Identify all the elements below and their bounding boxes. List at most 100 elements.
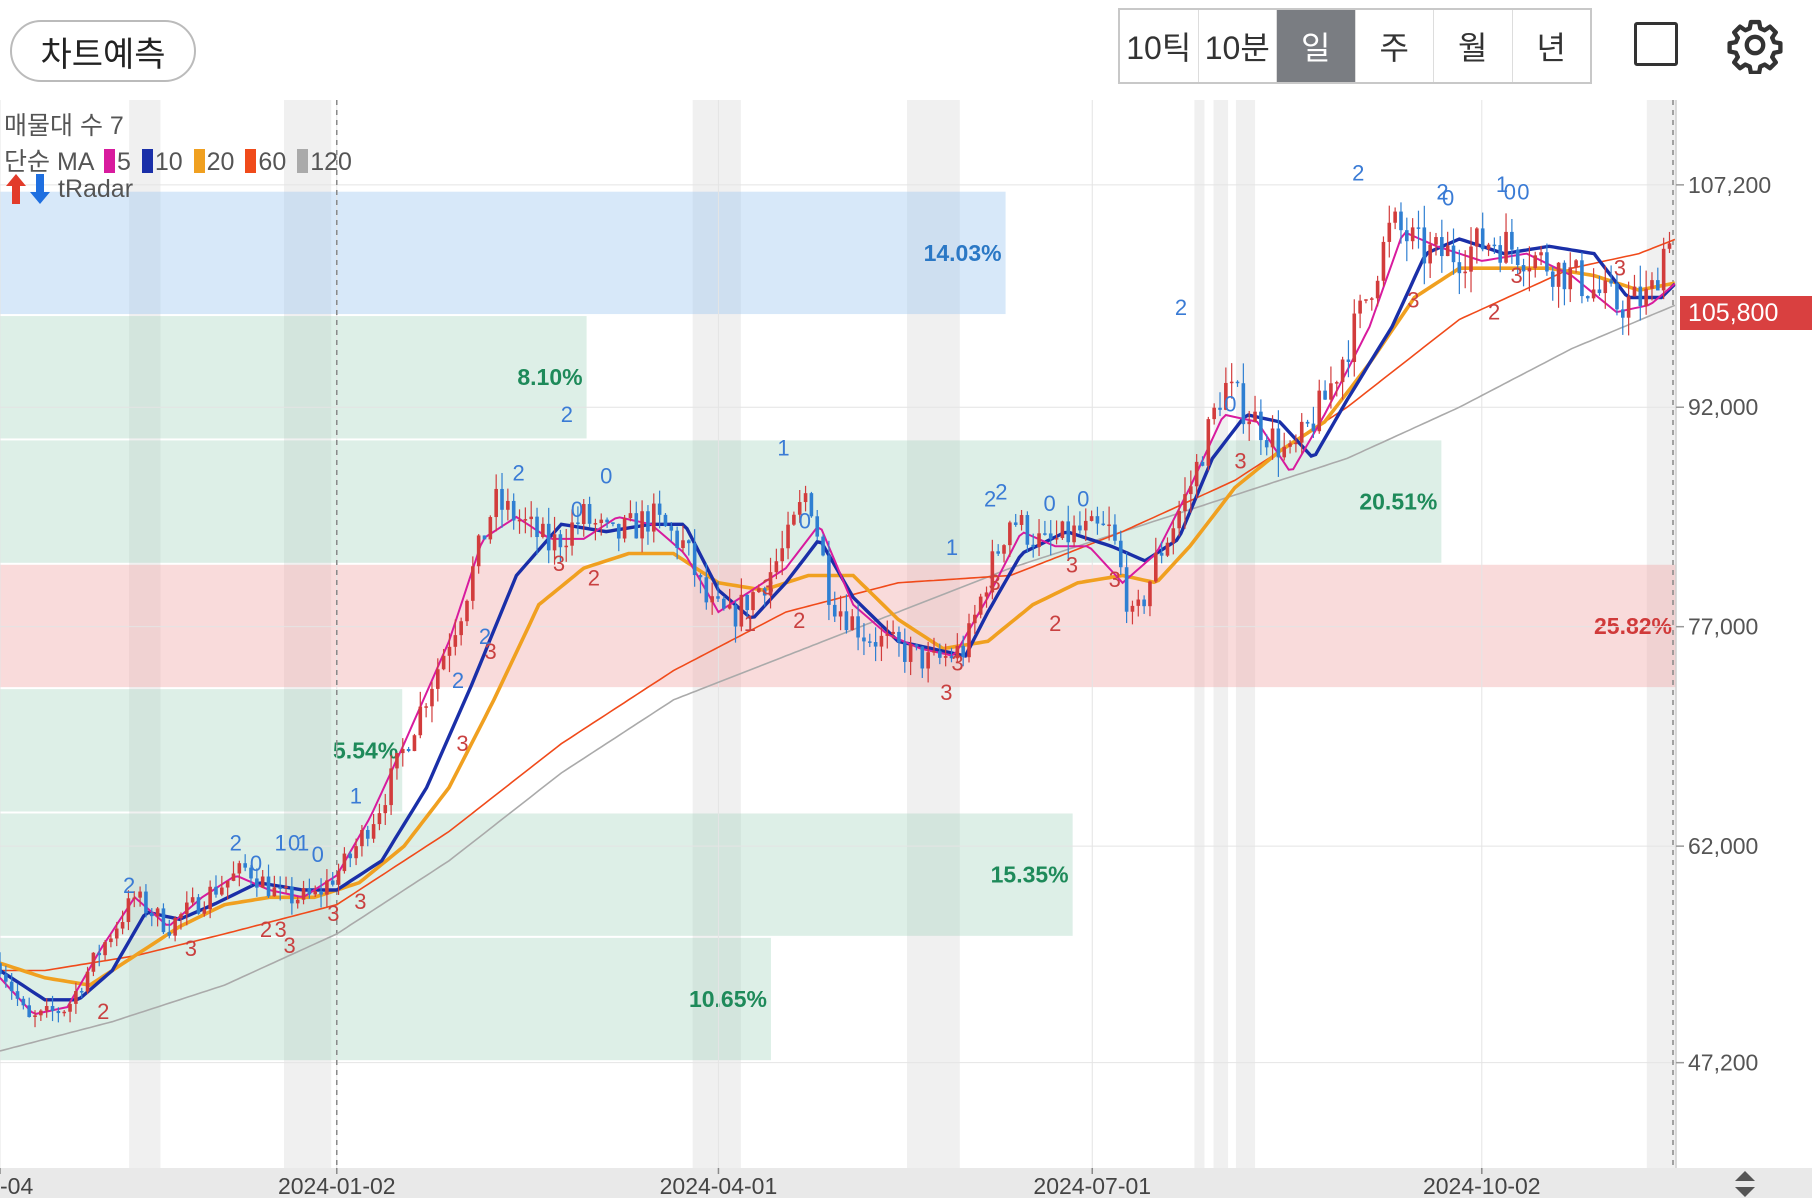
candle-body (558, 534, 563, 548)
candle-body (447, 646, 452, 656)
candle-body (1550, 271, 1555, 287)
cycle-marker: 3 (553, 551, 565, 576)
candle-body (68, 1003, 72, 1012)
candle-body (599, 519, 604, 524)
candle-body (1650, 280, 1654, 289)
volume-zone (0, 937, 771, 1061)
candle-body (757, 588, 761, 593)
candle-body (1434, 237, 1438, 245)
cycle-marker: 3 (940, 680, 952, 705)
candle-body (611, 522, 615, 524)
price-chart[interactable]: 14.03% 8.10% 20.51% 25.82% 5.54% 15.35% 10.65%… (0, 100, 1812, 1199)
ma-legend: 단순 MA 5 10 20 60 120 (4, 142, 352, 178)
period-year[interactable]: 년 (1536, 30, 1566, 66)
candle-body (651, 503, 656, 532)
candle-body (1387, 222, 1392, 242)
ma-legend-title: 단순 MA (4, 148, 94, 176)
candle-body (739, 594, 744, 627)
chart-canvas[interactable]: 14.03% 8.10% 20.51% 25.82% 5.54% 15.35% 10.65%… (0, 100, 1812, 1199)
candle-body (1527, 268, 1532, 272)
candle-body (938, 651, 942, 658)
candle-body (1148, 581, 1152, 607)
volume-zone-pct: 25.82% (1594, 613, 1672, 639)
candle-body (1154, 552, 1158, 582)
candle-body (593, 523, 598, 525)
candle-body (681, 540, 685, 549)
period-day[interactable]: 일 (1277, 10, 1356, 82)
holiday-band (1235, 100, 1256, 1168)
candle-body (815, 516, 820, 537)
candle-body (1002, 545, 1006, 554)
cycle-marker: 3 (456, 731, 468, 756)
candle-body (167, 932, 172, 936)
candle-body (786, 524, 790, 549)
candle-body (873, 642, 878, 647)
chart-forecast-button[interactable]: 차트예측 (10, 20, 196, 82)
ma10-line (0, 237, 1677, 1002)
volume-zone-pct: 15.35% (991, 862, 1069, 888)
candle-body (640, 511, 644, 539)
candle-body (1159, 552, 1164, 556)
candle-body (827, 555, 831, 605)
price-axis-bg (1676, 100, 1812, 1168)
candle-body (348, 853, 353, 859)
gear-icon[interactable] (1726, 16, 1784, 74)
candle-body (1083, 520, 1088, 531)
candle-body (879, 635, 884, 647)
candle-body (1124, 567, 1129, 612)
candle-body (1369, 298, 1374, 300)
period-month[interactable]: 월 (1434, 10, 1513, 82)
period-week[interactable]: 주 (1356, 10, 1434, 82)
candle-body (1270, 428, 1275, 448)
cycle-marker: 3 (185, 936, 197, 961)
candle-body (383, 805, 388, 814)
tradar-legend: tRadar (4, 172, 133, 206)
candle-body (1661, 248, 1666, 291)
candle-body (494, 488, 498, 518)
cycle-marker: 0 (312, 842, 324, 867)
candle-body (832, 604, 837, 617)
period-10min[interactable]: 10분 (1199, 10, 1277, 82)
holiday-band (129, 100, 161, 1168)
candle-body (1229, 381, 1234, 384)
ma20-line (0, 266, 1676, 987)
volume-zone-pct: 20.51% (1359, 489, 1437, 515)
candle-body (161, 908, 166, 933)
candle-body (856, 616, 860, 638)
square-icon[interactable] (1634, 22, 1678, 66)
candle-body (1101, 523, 1106, 526)
cycle-marker: 2 (479, 624, 491, 649)
candle-body (704, 577, 709, 603)
period-10tick[interactable]: 10틱 (1120, 10, 1199, 82)
candle-body (1591, 289, 1596, 299)
volume-zone (0, 191, 1006, 315)
candle-body (482, 535, 487, 540)
candle-body (1066, 521, 1071, 543)
candle-body (932, 651, 936, 653)
cycle-marker: 0 (1043, 491, 1055, 516)
cycle-marker: 3 (1234, 449, 1246, 474)
period-selector: 10틱 10분 일 주 월 년 (1118, 8, 1592, 84)
current-price-tag: 105,800 (1680, 296, 1812, 330)
candle-body (1632, 286, 1637, 297)
candle-body (628, 513, 633, 519)
candle-body (967, 623, 971, 658)
candle-body (208, 886, 212, 910)
candle-body (290, 886, 294, 904)
candle-body (914, 644, 919, 647)
candle-body (1329, 383, 1333, 400)
candle-body (109, 938, 113, 943)
candle-body (371, 824, 376, 839)
candle-body (272, 887, 277, 897)
candle-body (1656, 280, 1660, 291)
candle-body (389, 768, 393, 806)
candle-body (1585, 296, 1590, 299)
candle-body (50, 1006, 55, 1011)
candle-body (471, 566, 475, 601)
candle-body (1405, 230, 1409, 242)
candle-body (1381, 241, 1386, 281)
candle-body (4, 974, 8, 982)
candle-body (301, 888, 306, 900)
candle-body (908, 644, 913, 662)
tradar-label: tRadar (58, 174, 134, 203)
